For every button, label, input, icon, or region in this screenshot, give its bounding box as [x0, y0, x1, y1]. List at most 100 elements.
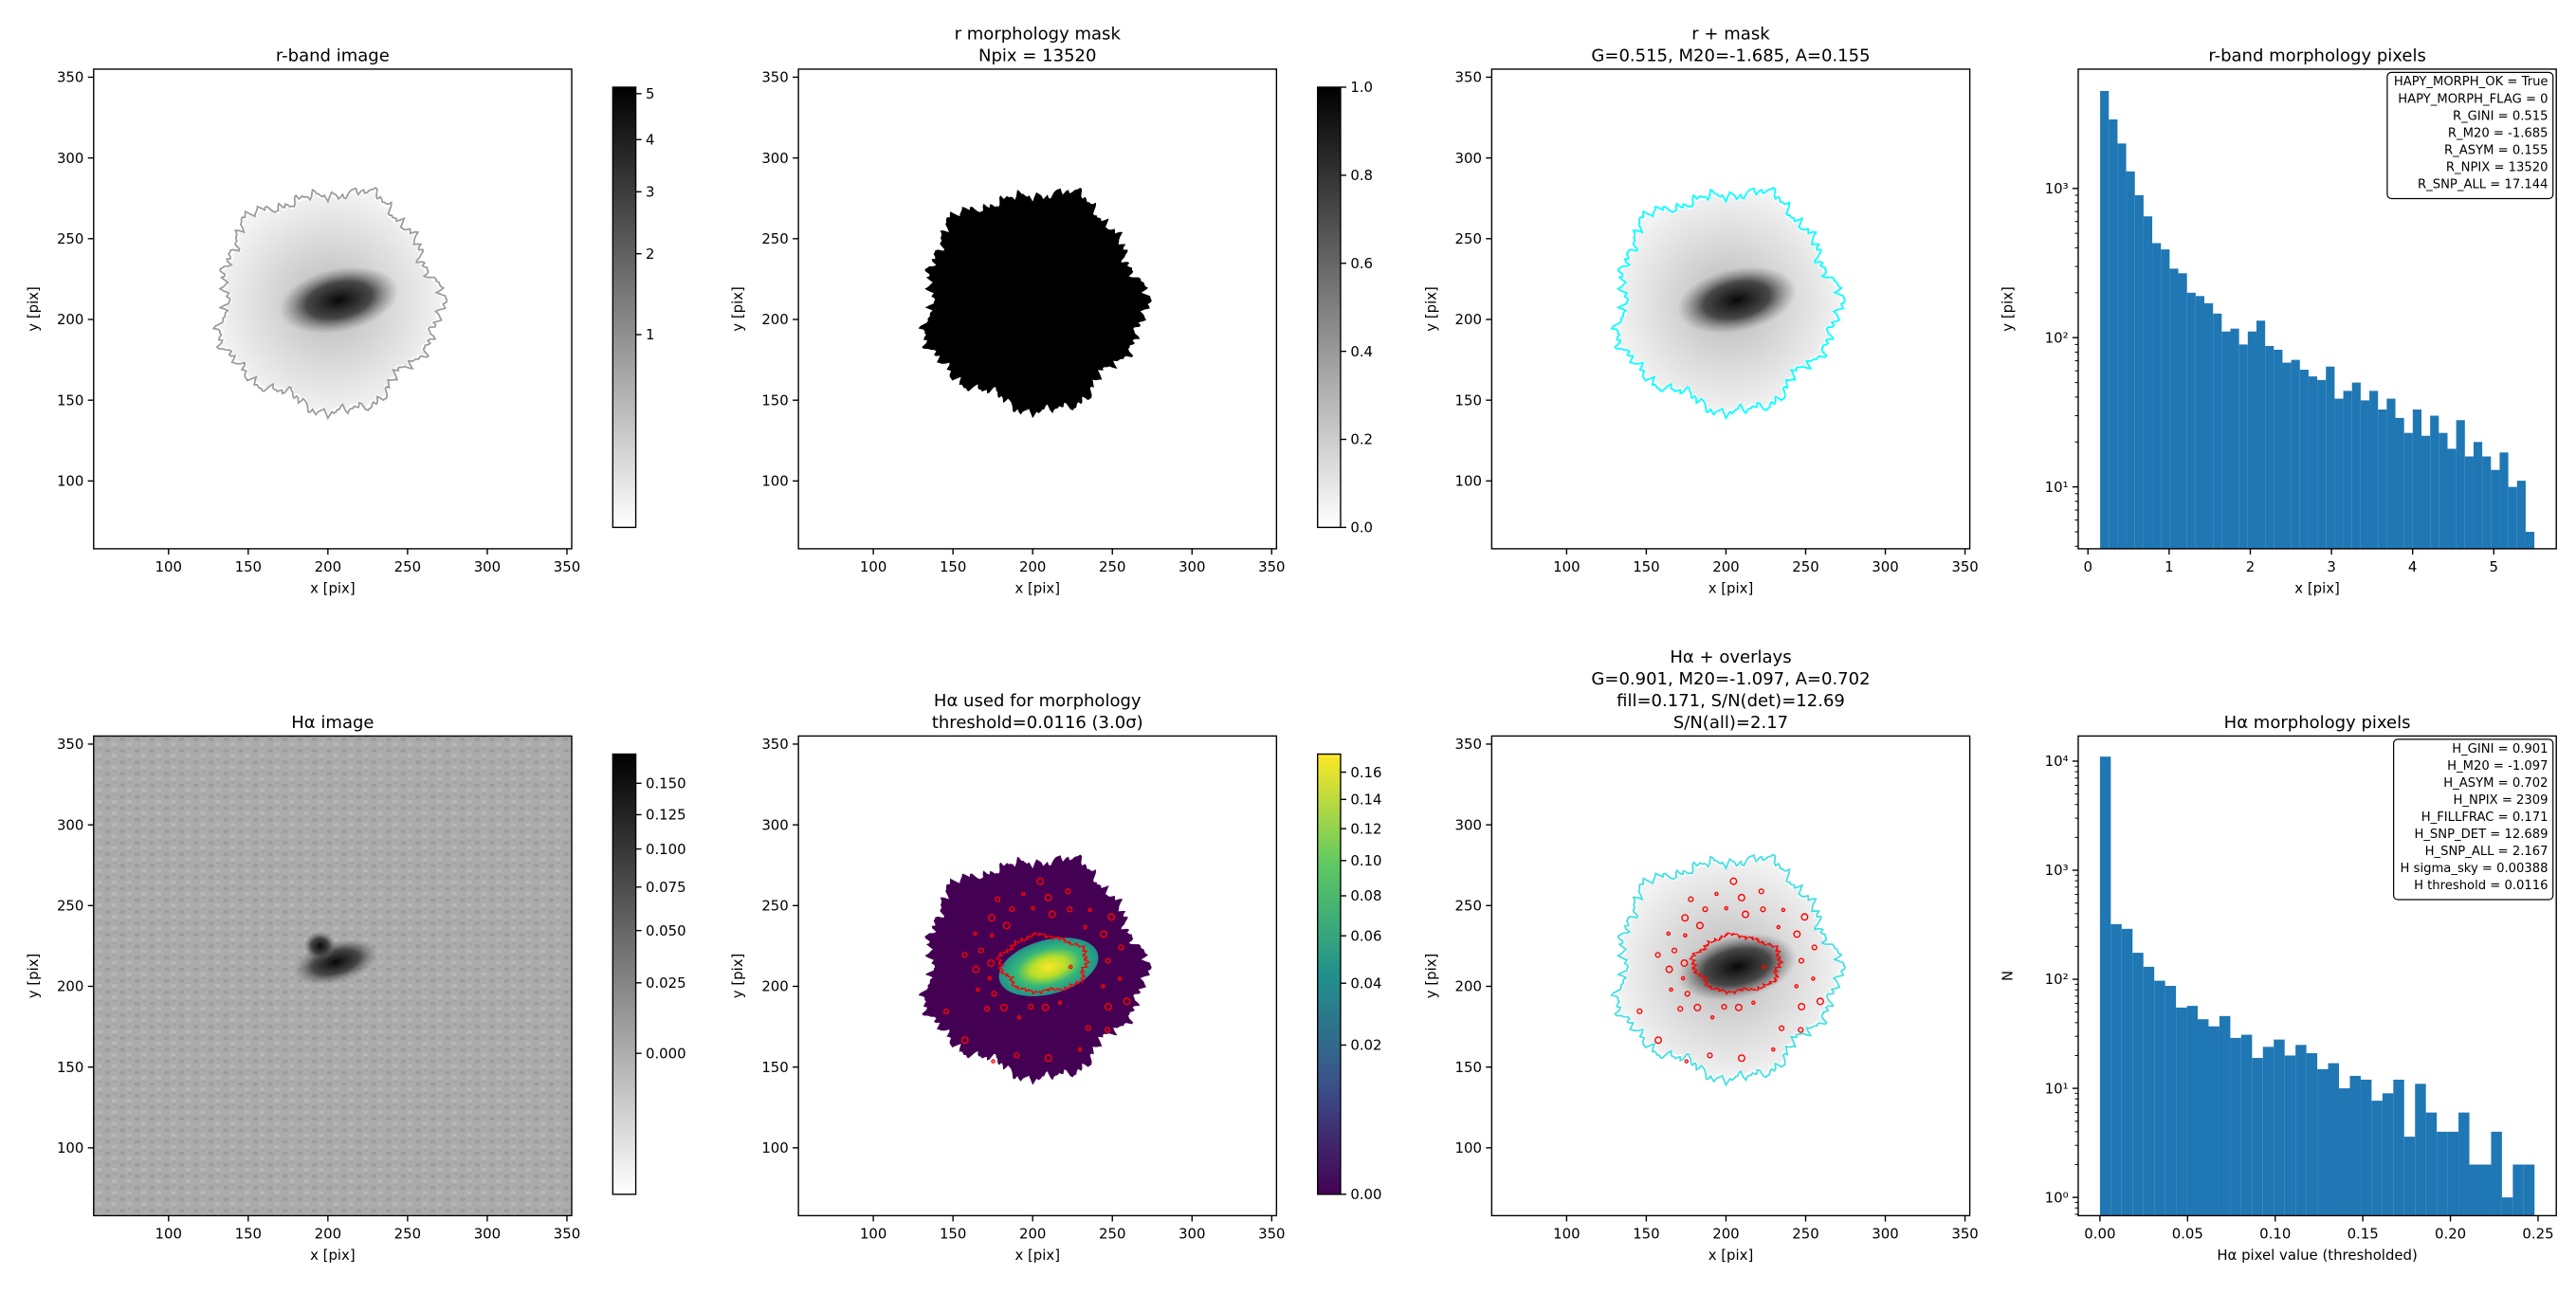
bar	[2447, 1131, 2459, 1216]
contour	[1044, 1054, 1052, 1063]
y-tick-label: 200	[57, 978, 83, 995]
y-tick-label: 300	[761, 150, 788, 167]
colorbar-tick-label: 4	[646, 131, 654, 148]
x-tick-label: 0.05	[2172, 1226, 2203, 1243]
x-tick-label: 150	[235, 1226, 262, 1243]
ha-emission	[998, 938, 1099, 996]
bar	[2152, 243, 2162, 549]
contour	[983, 1006, 991, 1012]
x-tick-label: 150	[235, 558, 262, 575]
contour	[1729, 877, 1738, 885]
bar	[2317, 1068, 2329, 1216]
annotation-line: H_GINI = 0.901	[2452, 742, 2548, 756]
bar	[2238, 344, 2248, 549]
bar	[2240, 1034, 2253, 1216]
bar	[2421, 435, 2431, 549]
y-tick-label: 100	[57, 1139, 83, 1156]
bar	[2230, 1037, 2241, 1216]
contour	[1048, 910, 1056, 919]
y-tick-label: 250	[761, 230, 788, 247]
annotation-line: H threshold = 0.0116	[2414, 879, 2548, 893]
bar	[2274, 1039, 2285, 1216]
colorbar-tick-label: 0.150	[646, 774, 686, 792]
bar	[2178, 273, 2187, 549]
x-tick-label: 4	[2408, 558, 2417, 575]
contour	[1065, 888, 1071, 895]
contour	[1028, 1003, 1034, 1011]
bar	[2491, 1131, 2502, 1216]
contour	[1751, 1000, 1756, 1006]
x-tick-label: 0	[2083, 558, 2092, 575]
x-tick-label: 100	[155, 1226, 182, 1243]
colorbar-tick-label: 5	[646, 85, 654, 102]
bar	[2169, 268, 2179, 549]
contour	[1105, 957, 1111, 964]
contour	[1036, 877, 1045, 885]
x-tick-label: 150	[940, 1226, 966, 1243]
contour	[1779, 1025, 1785, 1031]
contour	[1800, 913, 1809, 921]
bar	[2282, 362, 2292, 549]
bar	[2430, 415, 2439, 549]
bar	[2393, 1079, 2404, 1216]
y-axis-label: y [pix]	[2000, 286, 2017, 332]
bar	[2213, 313, 2222, 549]
x-tick-label: 100	[1553, 1226, 1580, 1243]
y-tick-label: 100	[761, 1139, 788, 1156]
bar	[2165, 986, 2177, 1216]
x-axis-label: x [pix]	[1708, 1247, 1754, 1264]
axes-frame	[797, 68, 1278, 550]
bar	[2154, 980, 2165, 1216]
axes-frame	[93, 68, 573, 550]
annotation-box: H_GINI = 0.901 H_M20 = -1.097 H_ASYM = 0.7…	[2393, 738, 2554, 901]
colorbar-tick-label: 0.00	[1350, 1186, 1381, 1203]
bar	[2117, 143, 2127, 549]
panel-title: Hα image	[291, 713, 374, 733]
x-tick-label: 200	[1712, 558, 1739, 575]
y-tick-label: 300	[1455, 150, 1482, 167]
x-tick-label: 350	[1951, 558, 1978, 575]
y-tick-label: 200	[57, 311, 83, 328]
contour	[1781, 907, 1786, 913]
contour	[1811, 944, 1818, 951]
colorbar-tick-label: 0.08	[1350, 887, 1381, 904]
bar	[2525, 532, 2535, 549]
x-tick-label: 0.10	[2259, 1226, 2291, 1243]
panel-title: Npix = 13520	[978, 46, 1096, 65]
y-tick-label: 10²	[2045, 329, 2069, 346]
bar	[2198, 1019, 2209, 1216]
contour	[1085, 1025, 1092, 1031]
contour	[1737, 893, 1745, 901]
x-tick-label: 200	[315, 558, 341, 575]
bar	[2134, 194, 2144, 549]
axes-frame	[1490, 735, 1971, 1217]
y-tick-label: 300	[761, 816, 788, 833]
contour	[1057, 1000, 1063, 1006]
colorbar-tick-label: 0.8	[1350, 167, 1373, 184]
contour	[1688, 896, 1694, 902]
contour	[960, 1036, 969, 1045]
x-tick-label: 1	[2165, 558, 2173, 575]
bar	[2176, 1007, 2187, 1216]
contour	[991, 1059, 996, 1064]
contour	[1734, 1003, 1743, 1011]
contour	[987, 975, 993, 981]
panel-title: Hα + overlays	[1670, 647, 1791, 667]
contour	[1087, 907, 1092, 913]
bar	[2143, 216, 2153, 549]
colorbar-tick-label: 0.16	[1350, 764, 1381, 781]
bar	[2447, 448, 2457, 549]
panel-title: S/N(all)=2.17	[1673, 713, 1788, 733]
contour	[1724, 905, 1728, 911]
bar	[2479, 1164, 2492, 1216]
contour	[988, 914, 996, 922]
annotation-line: H_ASYM = 0.702	[2443, 776, 2548, 791]
x-axis-label: x [pix]	[1014, 1247, 1060, 1264]
bar	[2299, 370, 2309, 549]
x-axis-label: x [pix]	[1708, 580, 1754, 597]
y-tick-label: 250	[57, 230, 83, 247]
bar	[2512, 1164, 2524, 1216]
bar	[2516, 481, 2526, 549]
contour	[1665, 965, 1673, 974]
colorbar-tick-label: 0.06	[1350, 927, 1381, 944]
